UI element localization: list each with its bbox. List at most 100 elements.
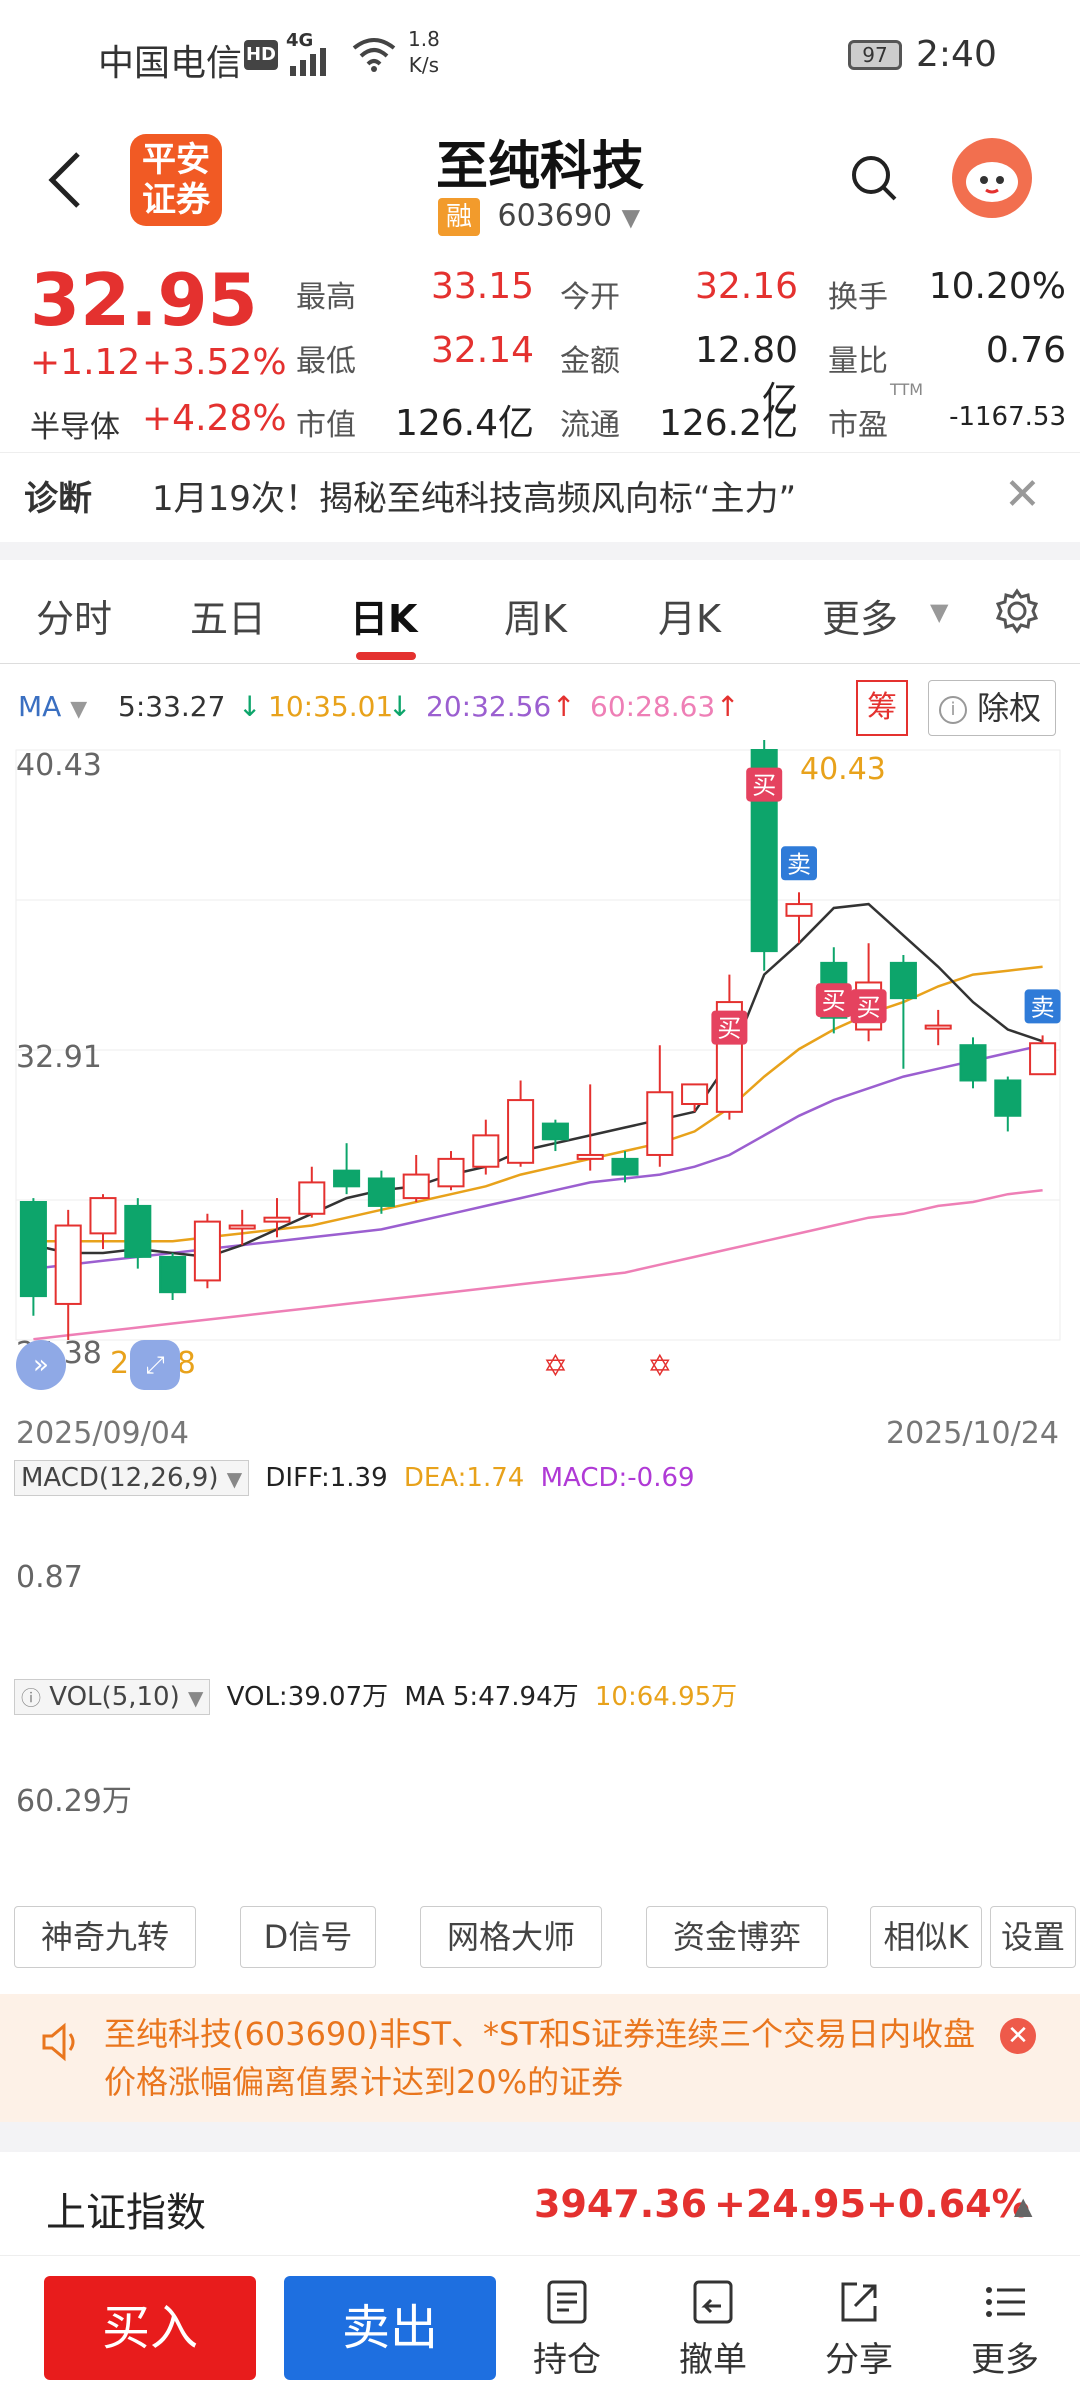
stock-code-selector[interactable]: 融 603690 ▼ xyxy=(438,198,640,236)
candle xyxy=(611,1151,639,1183)
share-button[interactable]: 分享 xyxy=(804,2278,914,2381)
star-icon: ✡ xyxy=(647,1349,672,1384)
field-label: 最低 xyxy=(296,344,356,379)
tab-monthly-k[interactable]: 月K xyxy=(658,597,721,641)
index-name: 上证指数 xyxy=(46,2190,206,2236)
kline-chart[interactable]: ✡ ✡ 买卖买 买买卖 xyxy=(0,740,1080,1440)
holdings-button[interactable]: 持仓 xyxy=(512,2278,622,2381)
candle-body xyxy=(1029,1042,1057,1076)
field-value: 12.80亿 xyxy=(694,330,798,421)
diagnosis-label: 诊断 xyxy=(24,479,92,519)
stock-name: 至纯科技 xyxy=(435,137,644,197)
field-value: 126.4亿 xyxy=(394,403,534,444)
candle-body xyxy=(193,1220,221,1282)
buy-signal: 买 xyxy=(746,767,783,802)
indicator-button[interactable]: D信号 xyxy=(240,1906,376,1968)
field-label: 流通 xyxy=(560,408,620,443)
indicator-button[interactable]: 网格大师 xyxy=(420,1906,602,1968)
cancel-order-button[interactable]: 撤单 xyxy=(658,2278,768,2381)
period-tabs: 分时 五日 日K 周K 月K 更多 ▼ xyxy=(0,560,1080,664)
diagnosis-banner[interactable]: 诊断 1月19次！揭秘至纯科技高频风向标“主力” ✕ xyxy=(0,452,1080,542)
tab-weekly-k[interactable]: 周K xyxy=(504,597,567,641)
chevron-up-icon[interactable]: ▲ xyxy=(1014,2192,1033,2220)
close-icon[interactable]: ✕ xyxy=(1004,469,1041,520)
indicator-button[interactable]: 资金博弈 xyxy=(646,1906,828,1968)
tab-five-day[interactable]: 五日 xyxy=(190,597,267,641)
ma20-value: 20:32.56 xyxy=(426,690,552,723)
ex-rights-button[interactable]: i 除权 xyxy=(928,680,1056,736)
candle xyxy=(228,1209,256,1246)
macd-legend: MACD(12,26,9) ▼ DIFF:1.39 DEA:1.74 MACD:… xyxy=(14,1460,695,1500)
net-speed: 1.8 K/s xyxy=(408,27,440,77)
tab-intraday[interactable]: 分时 xyxy=(36,597,113,641)
margin-badge: 融 xyxy=(438,198,480,236)
buy-button[interactable]: 买入 xyxy=(44,2276,256,2380)
vol-ma5: MA 5:47.94万 xyxy=(404,1682,579,1712)
ma5-value: 5:33.27 xyxy=(118,690,226,723)
field-label: 量比 xyxy=(828,344,888,379)
price-change: +1.12 xyxy=(30,342,141,383)
candle xyxy=(715,974,743,1120)
search-icon[interactable] xyxy=(850,154,898,202)
candle-body xyxy=(54,1224,82,1305)
candle-body xyxy=(298,1181,326,1215)
macd-selector[interactable]: MACD(12,26,9) ▼ xyxy=(14,1460,250,1496)
wifi-icon xyxy=(352,38,396,72)
carrier-name: 中国电信 xyxy=(98,43,243,84)
ma-selector[interactable]: MA ▼ xyxy=(18,690,88,723)
index-change-pct: +0.64% xyxy=(866,2182,1030,2226)
signal-label: 卖 xyxy=(1031,993,1055,1021)
undo-icon xyxy=(693,2280,733,2324)
candle-body xyxy=(159,1255,187,1294)
y-mid-label: 32.91 xyxy=(16,1040,102,1075)
back-icon[interactable] xyxy=(44,150,88,210)
plot-frame xyxy=(15,749,1061,1341)
expand-icon[interactable]: » xyxy=(16,1340,66,1390)
indicator-button[interactable]: 神奇九转 xyxy=(14,1906,196,1968)
sell-button[interactable]: 卖出 xyxy=(284,2276,496,2380)
close-icon[interactable]: ✕ xyxy=(1000,2018,1036,2054)
field-label: 换手 xyxy=(828,280,888,315)
info-icon: i xyxy=(939,696,967,724)
diagnosis-text[interactable]: 1月19次！揭秘至纯科技高频风向标“主力” xyxy=(152,479,797,519)
vol-selector[interactable]: ⓘ VOL(5,10) ▼ xyxy=(14,1679,211,1715)
ttm-label: TTM xyxy=(890,380,924,399)
candle xyxy=(959,1037,987,1089)
assistant-avatar[interactable] xyxy=(952,138,1032,218)
candle-body xyxy=(959,1044,987,1082)
signal-badge xyxy=(850,989,887,1024)
menu-icon xyxy=(986,2287,1025,2317)
indicator-button[interactable]: 相似K xyxy=(870,1906,982,1968)
tab-more[interactable]: 更多 xyxy=(822,597,899,641)
field-label: 最高 xyxy=(296,280,356,315)
more-button[interactable]: 更多 xyxy=(950,2278,1060,2381)
field-label: 市盈 xyxy=(828,408,888,443)
field-value: 0.76 xyxy=(985,330,1066,371)
market-index-bar[interactable]: 上证指数 3947.36 +24.95 +0.64% ▲ xyxy=(0,2152,1080,2256)
macd-level-label: 0.87 xyxy=(16,1560,83,1595)
fullscreen-icon[interactable]: ⤢ xyxy=(130,1340,180,1390)
sector-name[interactable]: 半导体 xyxy=(30,410,120,445)
info-icon: ⓘ xyxy=(21,1686,41,1710)
candle xyxy=(89,1194,117,1250)
last-price: 32.95 xyxy=(30,258,258,342)
high-price-label: 40.43 xyxy=(800,752,886,787)
arrow-down-icon: ↓ xyxy=(388,690,412,723)
candle-body xyxy=(228,1224,256,1230)
signal-label: 买 xyxy=(857,993,881,1021)
chevron-down-icon: ▼ xyxy=(930,598,949,626)
assistant-icon xyxy=(966,162,1018,202)
settings-button[interactable]: 设置 xyxy=(990,1906,1076,1968)
stock-code: 603690 xyxy=(497,198,613,234)
signal-label: 买 xyxy=(717,1015,741,1043)
candle-body xyxy=(785,903,813,917)
ma20-line xyxy=(33,1043,1043,1270)
network-type: 4G xyxy=(286,30,314,51)
tab-daily-k[interactable]: 日K xyxy=(350,597,418,641)
buy-signal: 买 xyxy=(850,989,887,1024)
chip-distribution-button[interactable]: 筹 xyxy=(856,680,908,736)
candle-body xyxy=(994,1079,1022,1117)
risk-warning: 至纯科技(603690)非ST、*ST和S证券连续三个交易日内收盘价格涨幅偏离值… xyxy=(0,1994,1080,2122)
vol-ma10: 10:64.95万 xyxy=(594,1682,738,1712)
gear-icon[interactable] xyxy=(994,588,1040,634)
